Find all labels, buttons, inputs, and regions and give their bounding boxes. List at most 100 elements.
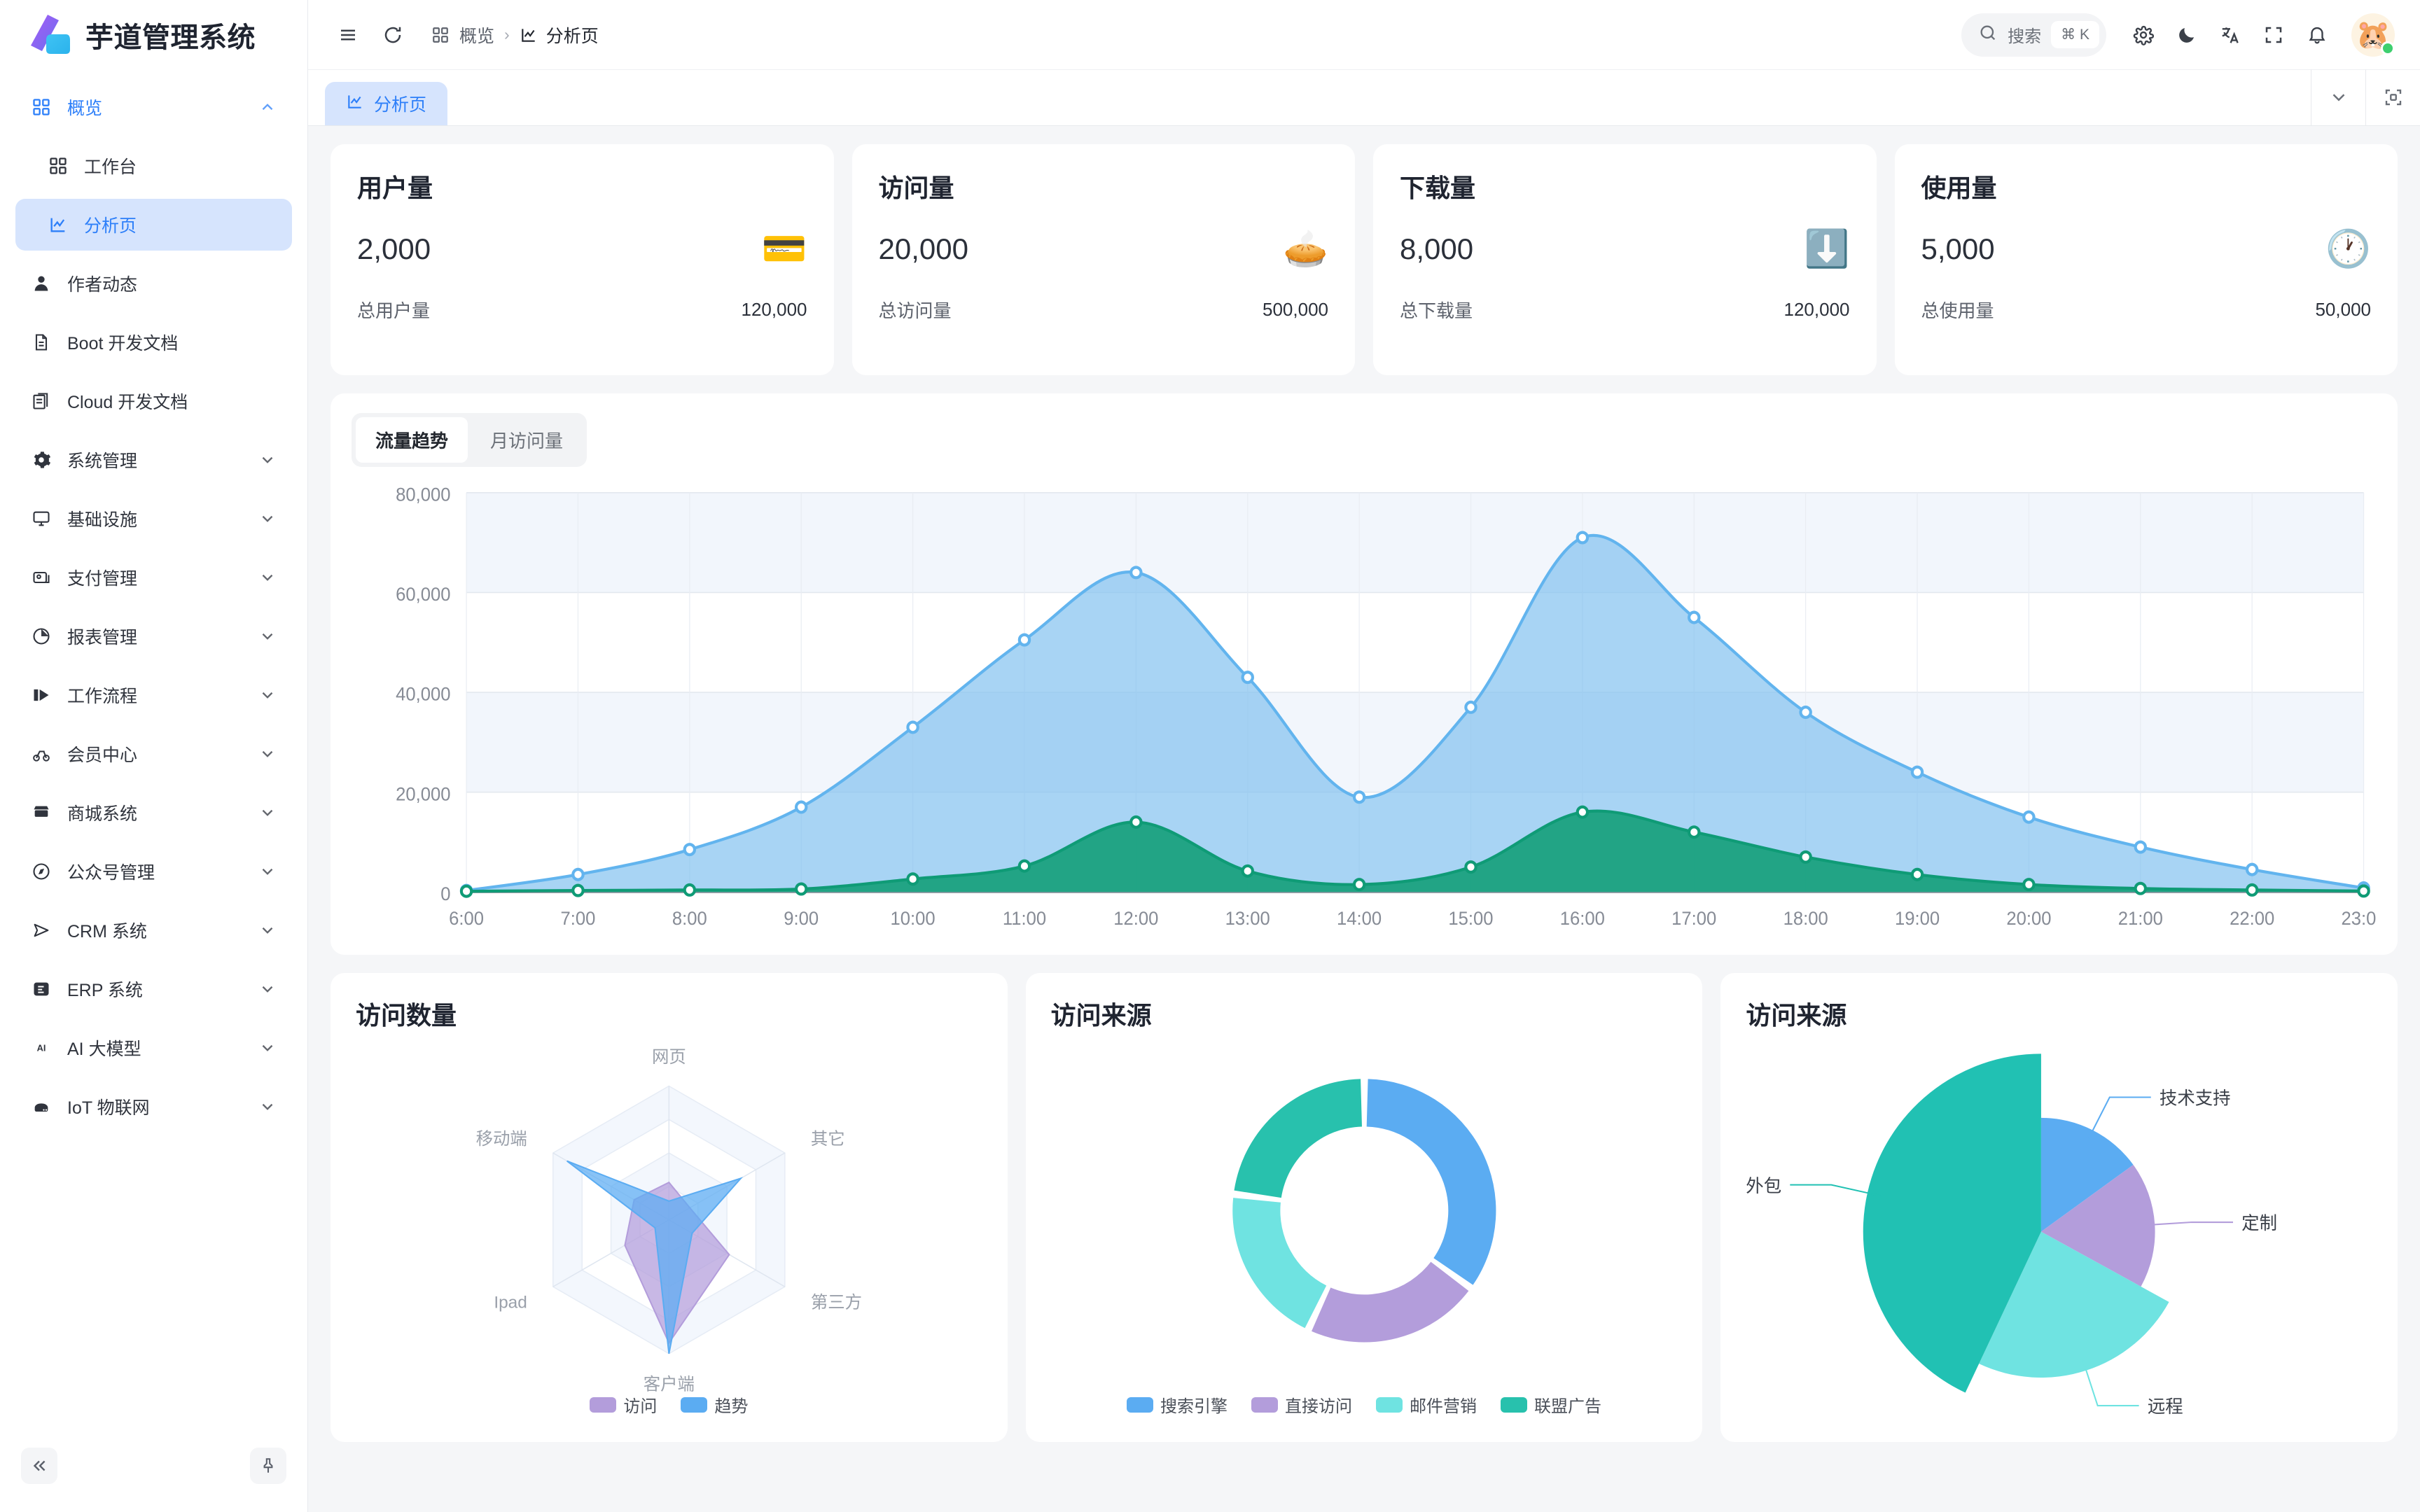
sidebar-item-analysis[interactable]: 分析页 xyxy=(15,199,292,251)
avatar[interactable]: 🐹 xyxy=(2351,13,2395,57)
sidebar-item-mp[interactable]: 公众号管理 xyxy=(15,846,292,897)
legend-swatch xyxy=(1501,1396,1527,1413)
chart-icon xyxy=(520,26,538,44)
chevron-down-icon[interactable] xyxy=(258,862,277,881)
expand-icon[interactable] xyxy=(2365,69,2420,125)
chevron-down-icon[interactable] xyxy=(258,921,277,939)
chevron-down-icon[interactable] xyxy=(258,568,277,587)
chevron-down-icon[interactable] xyxy=(258,510,277,528)
credit-card-icon: 💳 xyxy=(761,229,807,270)
send-icon xyxy=(31,920,52,941)
moon-icon[interactable] xyxy=(2168,16,2206,54)
svg-text:第三方: 第三方 xyxy=(811,1294,862,1312)
chevron-down-icon[interactable] xyxy=(258,804,277,822)
translate-icon[interactable] xyxy=(2211,16,2249,54)
search-input[interactable]: 搜索 ⌘ K xyxy=(1961,13,2106,57)
tab-analysis[interactable]: 分析页 xyxy=(325,82,448,125)
legend-item[interactable]: 访问 xyxy=(590,1392,657,1417)
sidebar-item-boot-docs[interactable]: Boot 开发文档 xyxy=(15,316,292,368)
chevron-down-icon[interactable] xyxy=(258,686,277,704)
legend-item[interactable]: 搜索引擎 xyxy=(1127,1392,1228,1417)
stat-card-downloads: 下载量 8,000 ⬇️ 总下载量 120,000 xyxy=(1373,144,1877,375)
svg-text:远程: 远程 xyxy=(2148,1397,2183,1417)
radar-legend: 访问 趋势 xyxy=(356,1392,982,1420)
search-icon xyxy=(1978,23,1998,46)
user-icon xyxy=(31,273,52,294)
legend-label: 访问 xyxy=(623,1397,658,1416)
radar-card-title: 访问数量 xyxy=(356,1001,457,1030)
sidebar-footer xyxy=(0,1435,307,1512)
stat-total-label: 总用户量 xyxy=(357,300,431,321)
sidebar-item-overview[interactable]: 概览 xyxy=(15,81,292,133)
legend-item[interactable]: 邮件营销 xyxy=(1376,1392,1477,1417)
sidebar-item-workbench[interactable]: 工作台 xyxy=(15,140,292,192)
svg-text:80,000: 80,000 xyxy=(396,484,450,505)
stat-card-visits: 访问量 20,000 🥧 总访问量 500,000 xyxy=(851,144,1355,375)
stat-title: 下载量 xyxy=(1400,174,1476,202)
sidebar-item-erp[interactable]: ERP 系统 xyxy=(15,963,292,1015)
sidebar-item-ai[interactable]: AI AI 大模型 xyxy=(15,1022,292,1074)
sidebar-item-label: CRM 系统 xyxy=(67,922,147,941)
chevron-down-icon[interactable] xyxy=(258,980,277,998)
stat-footer: 总用户量 120,000 xyxy=(357,297,807,323)
sidebar: 芋道管理系统 概览 工作台 分析页 作者动态 Boot xyxy=(0,0,308,1512)
fullscreen-icon[interactable] xyxy=(2255,16,2293,54)
svg-text:7:00: 7:00 xyxy=(561,907,596,928)
donut-legend: 搜索引擎 直接访问 邮件营销 联盟广告 xyxy=(1051,1392,1678,1420)
sidebar-item-system[interactable]: 系统管理 xyxy=(15,434,292,486)
sidebar-item-member[interactable]: 会员中心 xyxy=(15,728,292,780)
gear-icon xyxy=(31,449,52,470)
legend-item[interactable]: 直接访问 xyxy=(1251,1392,1352,1417)
collapse-sidebar-button[interactable] xyxy=(21,1448,57,1484)
sidebar-item-cloud-docs[interactable]: Cloud 开发文档 xyxy=(15,375,292,427)
svg-text:其它: 其它 xyxy=(811,1130,845,1149)
sidebar-item-infrastructure[interactable]: 基础设施 xyxy=(15,493,292,545)
sidebar-item-author-news[interactable]: 作者动态 xyxy=(15,258,292,309)
erp-icon xyxy=(31,979,52,1000)
svg-text:网页: 网页 xyxy=(652,1048,686,1067)
hamburger-icon[interactable] xyxy=(329,16,367,54)
sidebar-item-iot[interactable]: IoT 物联网 xyxy=(15,1081,292,1133)
bell-icon[interactable] xyxy=(2298,16,2336,54)
sidebar-item-mall[interactable]: 商城系统 xyxy=(15,787,292,839)
chevron-down-icon[interactable] xyxy=(258,1039,277,1057)
sidebar-item-crm[interactable]: CRM 系统 xyxy=(15,904,292,956)
store-icon xyxy=(31,802,52,823)
tabs-area: 分析页 xyxy=(308,69,2311,125)
monitor-icon xyxy=(31,508,52,529)
sidebar-item-workflow[interactable]: 工作流程 xyxy=(15,669,292,721)
svg-text:定制: 定制 xyxy=(2242,1214,2278,1233)
breadcrumb-current-wrap: 分析页 xyxy=(520,22,599,48)
legend-swatch xyxy=(590,1396,617,1413)
trend-tab-traffic[interactable]: 流量趋势 xyxy=(356,417,468,463)
sidebar-item-report[interactable]: 报表管理 xyxy=(15,610,292,662)
legend-item[interactable]: 趋势 xyxy=(681,1392,748,1417)
chevron-down-icon[interactable] xyxy=(258,745,277,763)
refresh-icon[interactable] xyxy=(374,16,412,54)
chevron-up-icon[interactable] xyxy=(258,98,277,116)
brand-title: 芋道管理系统 xyxy=(85,22,256,53)
bottom-cards-row: 访问数量 网页 其它 第三方 客户端 Ipad 移动端 访问 趋势 访问来源 xyxy=(331,973,2398,1442)
pie-clock-icon xyxy=(31,626,52,647)
chevron-down-icon[interactable] xyxy=(258,627,277,645)
legend-item[interactable]: 联盟广告 xyxy=(1501,1392,1601,1417)
brand[interactable]: 芋道管理系统 xyxy=(0,0,307,70)
svg-text:60,000: 60,000 xyxy=(396,584,450,605)
chevron-down-icon[interactable] xyxy=(258,451,277,469)
gear-icon[interactable] xyxy=(2125,16,2162,54)
chevron-down-icon[interactable] xyxy=(258,1098,277,1116)
legend-swatch xyxy=(681,1396,708,1413)
pin-sidebar-button[interactable] xyxy=(250,1448,286,1484)
iot-icon xyxy=(31,1096,52,1117)
search-shortcut: ⌘ K xyxy=(2051,21,2099,48)
stat-middle: 2,000 💳 xyxy=(357,231,807,267)
svg-text:20:00: 20:00 xyxy=(2006,907,2051,928)
breadcrumb-current: 分析页 xyxy=(545,26,599,46)
trend-tab-monthly[interactable]: 月访问量 xyxy=(490,430,564,451)
sidebar-item-label: ERP 系统 xyxy=(67,981,143,1000)
sidebar-item-payment[interactable]: 支付管理 xyxy=(15,552,292,603)
svg-text:18:00: 18:00 xyxy=(1783,907,1828,928)
chevron-down-icon[interactable] xyxy=(2311,69,2365,125)
breadcrumb-root[interactable]: 概览 xyxy=(459,26,495,46)
